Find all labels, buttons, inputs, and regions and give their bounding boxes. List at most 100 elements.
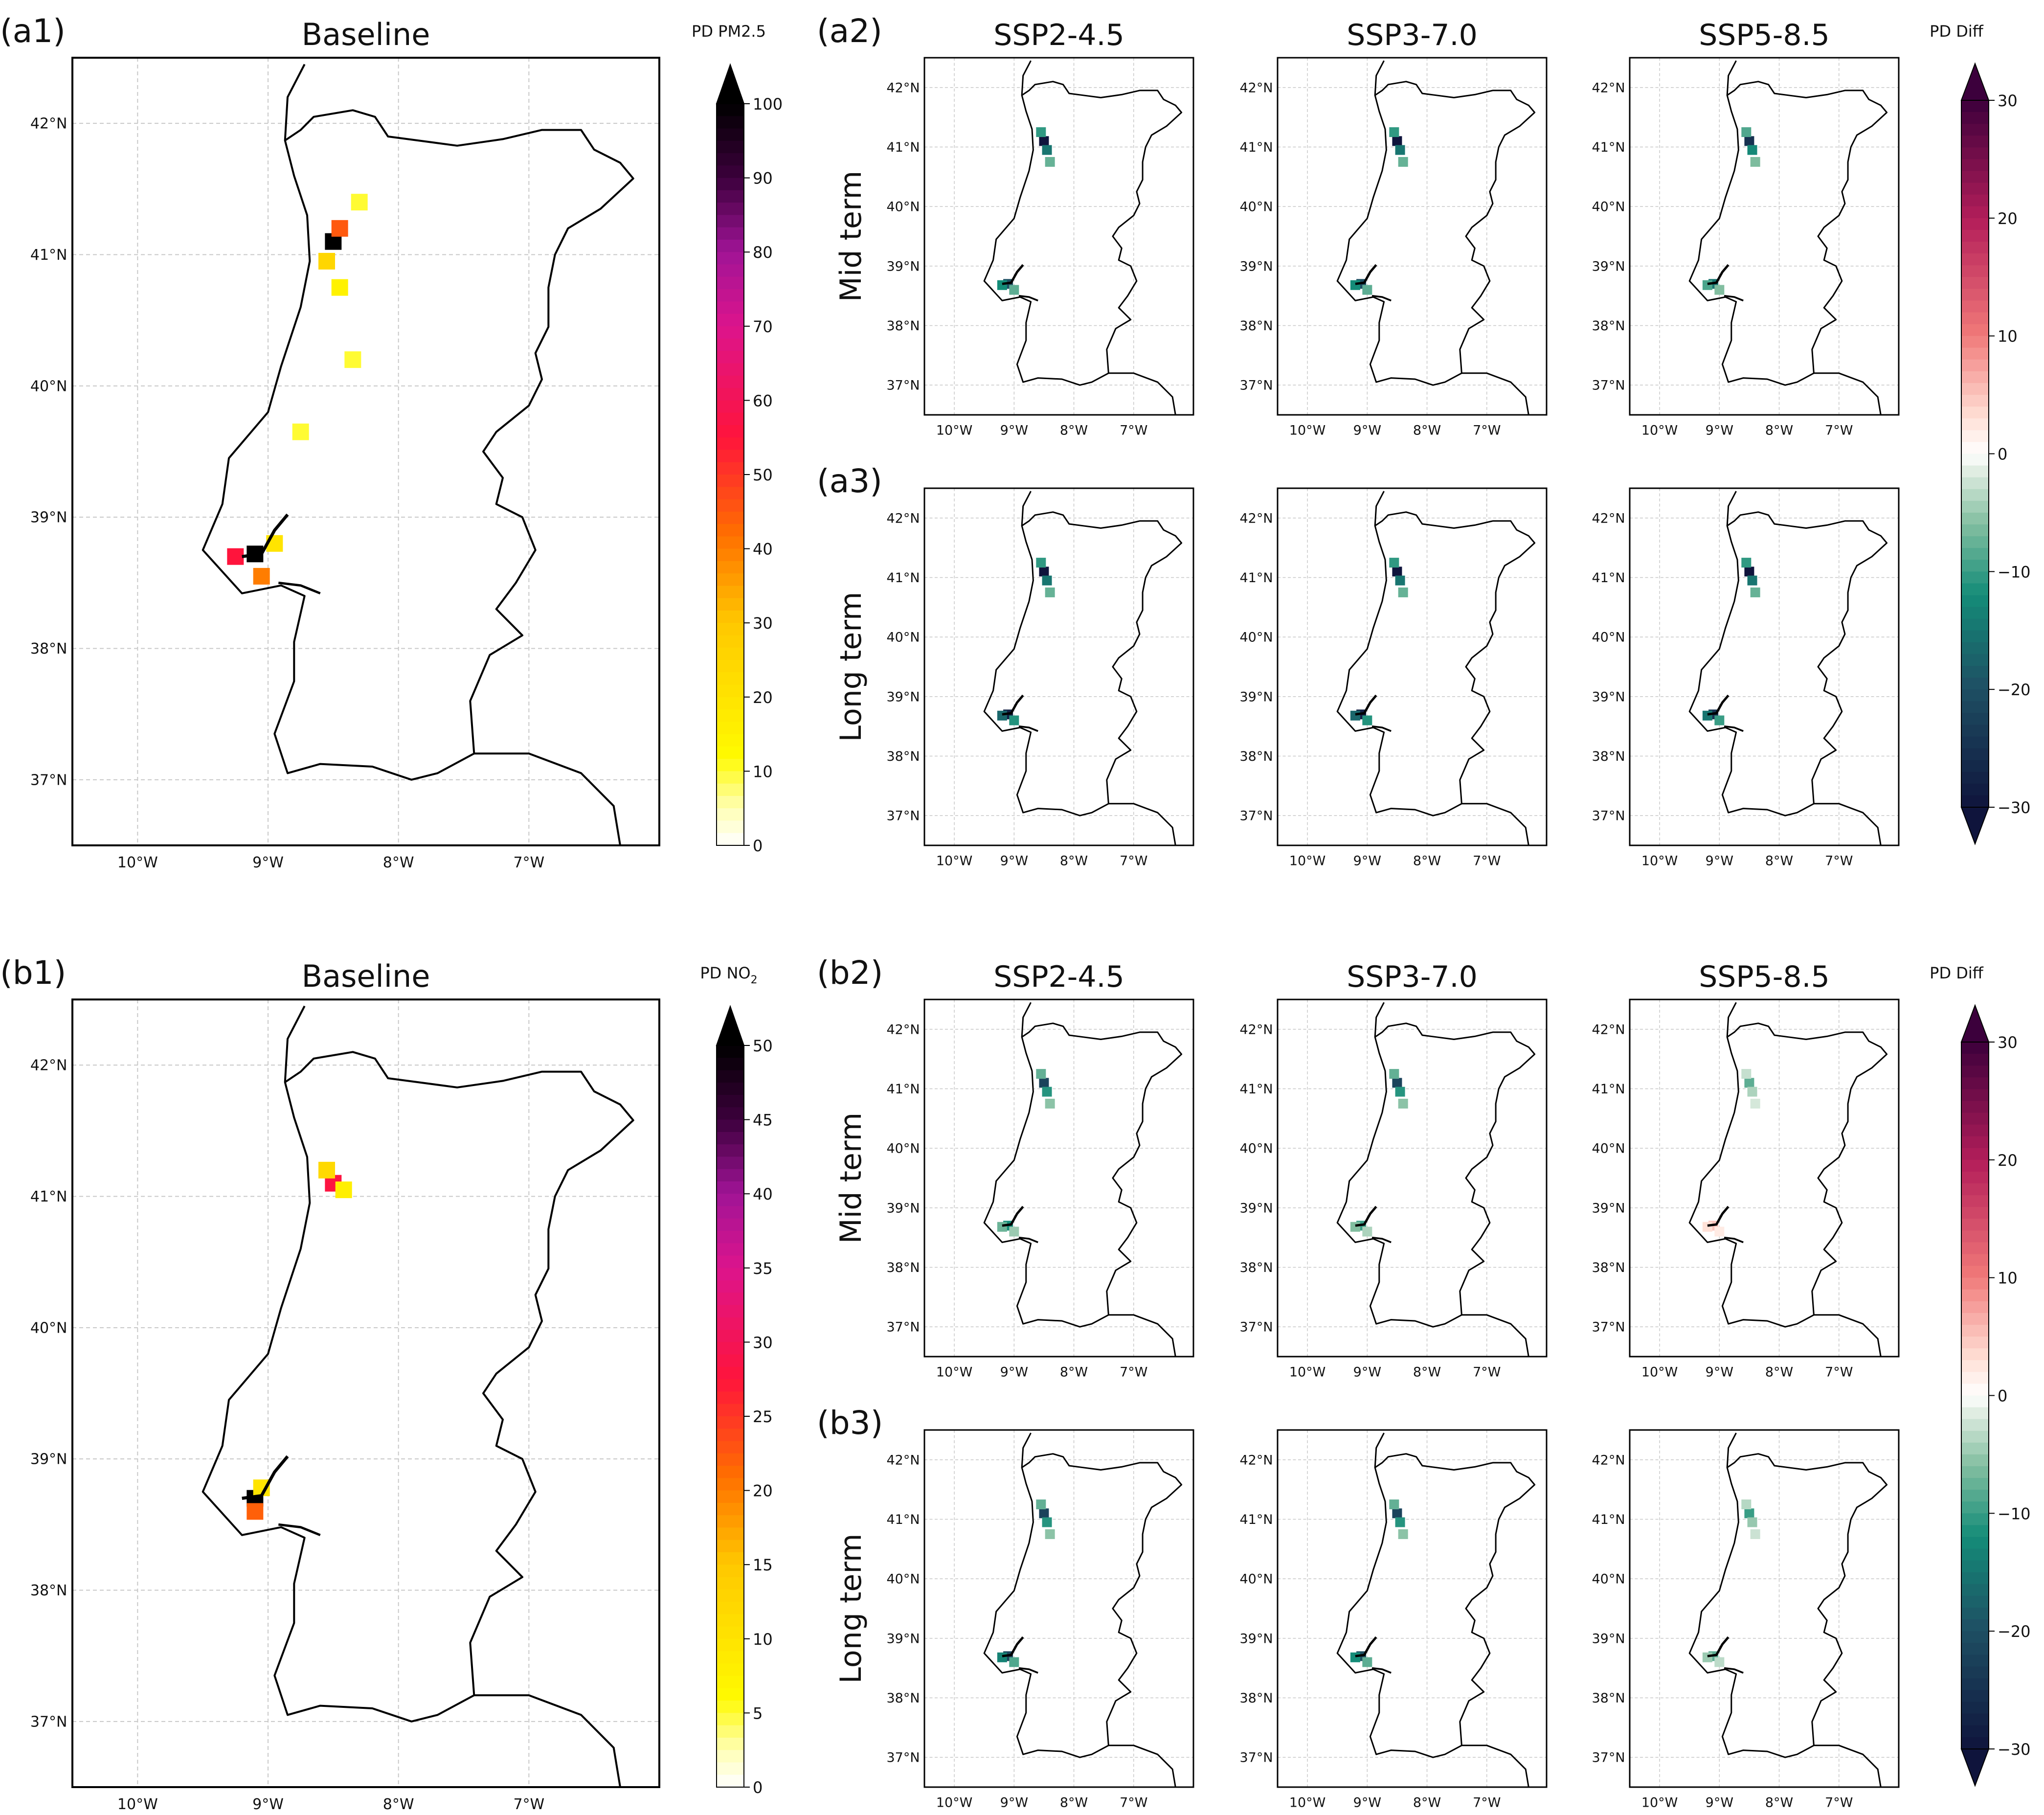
colorbar-tick-label: 80 (753, 243, 773, 262)
colorbar-segment (717, 1502, 744, 1516)
row-label: Mid term (834, 1112, 868, 1244)
colorbar-segment (1961, 1478, 1989, 1490)
data-cell (1744, 1508, 1754, 1519)
colorbar-segment (1961, 489, 1989, 501)
spain-coast (474, 1694, 621, 1788)
lat-tick-label: 41°N (886, 1082, 920, 1097)
lon-tick-label: 10°W (1289, 854, 1326, 869)
data-cell (1392, 1078, 1402, 1088)
colorbar-segment (1961, 701, 1989, 714)
scenario-map: 37°N 38°N 39°N 40°N 41°N 42°N 10°W 9°W 8°W 7°W (1592, 1429, 1900, 1811)
data-cell (1398, 1529, 1408, 1539)
baseline-colorbar-title: PD NO2 (700, 964, 757, 986)
colorbar-segment (717, 808, 744, 821)
lon-tick-label: 8°W (1060, 423, 1088, 438)
colorbar-segment (1961, 1525, 1989, 1538)
colorbar-segment (1961, 383, 1989, 395)
lat-tick-label: 41°N (1239, 1082, 1273, 1097)
colorbar-segment (1961, 618, 1989, 631)
colorbar-segment (717, 1638, 744, 1652)
colorbar-segment (1961, 783, 1989, 796)
colorbar-segment (1961, 465, 1989, 478)
colorbar-segment (1961, 1702, 1989, 1714)
colorbar-segment (1961, 1337, 1989, 1349)
colorbar-segment (1961, 689, 1989, 702)
data-cell (1747, 145, 1757, 155)
lon-tick-label: 9°W (1706, 854, 1733, 869)
lon-tick-label: 10°W (117, 854, 158, 871)
lat-tick-label: 40°N (1239, 200, 1273, 215)
portugal-outline (202, 1051, 634, 1723)
lon-tick-label: 10°W (936, 854, 973, 869)
lon-tick-label: 10°W (936, 1365, 973, 1380)
lon-tick-label: 8°W (1413, 1795, 1441, 1811)
colorbar-tick-label: 30 (753, 1333, 773, 1352)
colorbar-segment (717, 524, 744, 537)
colorbar-segment (717, 734, 744, 747)
lon-tick-label: 8°W (1413, 423, 1441, 438)
galicia-coast (1374, 1432, 1385, 1468)
colorbar-segment (1961, 418, 1989, 431)
colorbar-segment (1961, 124, 1989, 136)
baseline-map: 37°N 38°N 39°N 40°N 41°N 42°N 10°W 9°W 8°W 7°W (30, 57, 660, 871)
lat-tick-label: 37°N (1592, 1320, 1625, 1335)
map-frame (1277, 487, 1548, 846)
colorbar-tick-label: 70 (753, 318, 773, 336)
lat-tick-label: 37°N (30, 1713, 67, 1730)
portugal-outline (983, 1022, 1183, 1328)
data-cell (997, 1222, 1007, 1232)
data-cell (1039, 567, 1049, 577)
data-cell (1389, 558, 1399, 568)
colorbar-segment (717, 203, 744, 216)
colorbar-segment (717, 1305, 744, 1318)
lat-tick-label: 41°N (1239, 570, 1273, 586)
colorbar-segment (1961, 1548, 1989, 1561)
panel-label-long: (b3) (817, 1404, 883, 1442)
colorbar-tick-label: 30 (1998, 1033, 2018, 1052)
data-cell (1036, 1069, 1046, 1079)
map-frame (1629, 487, 1900, 846)
sado-estuary (1724, 725, 1744, 732)
lon-tick-label: 10°W (1641, 423, 1678, 438)
data-cell (1747, 1517, 1757, 1527)
colorbar-segment (1961, 1171, 1989, 1184)
lat-tick-label: 38°N (1239, 749, 1273, 764)
colorbar-segment (717, 1466, 744, 1479)
colorbar-segment (717, 672, 744, 685)
map-frame (1277, 1429, 1548, 1788)
tagus-estuary (1355, 694, 1377, 716)
colorbar-segment (717, 1626, 744, 1639)
lon-tick-label: 8°W (1765, 423, 1793, 438)
tagus-estuary (1002, 694, 1024, 716)
colorbar-segment (1961, 571, 1989, 584)
galicia-coast (1021, 60, 1032, 95)
colorbar-segment (717, 1366, 744, 1380)
lon-tick-label: 7°W (1473, 423, 1501, 438)
data-cell (227, 548, 244, 565)
colorbar-segment (1961, 359, 1989, 372)
colorbar-segment (1961, 1195, 1989, 1207)
colorbar-segment (717, 1058, 744, 1071)
lat-tick-label: 42°N (886, 511, 920, 526)
colorbar-segment (1961, 736, 1989, 749)
colorbar-segment (717, 1701, 744, 1714)
portugal-outline (1688, 81, 1888, 386)
lat-tick-label: 42°N (1592, 1022, 1625, 1037)
colorbar-segment (717, 598, 744, 611)
lat-tick-label: 39°N (1592, 1201, 1625, 1216)
colorbar-segment (1961, 1419, 1989, 1431)
baseline-title: Baseline (302, 17, 430, 52)
colorbar-segment (717, 1725, 744, 1738)
colorbar-segment (717, 1614, 744, 1627)
scenario-map: 37°N 38°N 39°N 40°N 41°N 42°N 10°W 9°W 8°W 7°W (1592, 998, 1900, 1380)
colorbar-segment (717, 425, 744, 438)
colorbar-segment (1961, 1395, 1989, 1408)
baseline-map: 37°N 38°N 39°N 40°N 41°N 42°N 10°W 9°W 8°W 7°W (30, 998, 660, 1813)
colorbar-tick-label: 10 (1998, 1269, 2018, 1288)
spain-coast (1814, 803, 1882, 846)
panel-label-mid: (a2) (817, 12, 882, 50)
data-cell (1009, 715, 1019, 726)
colorbar-segment (717, 227, 744, 240)
spain-coast (1108, 372, 1176, 415)
colorbar-segment (1961, 1289, 1989, 1302)
